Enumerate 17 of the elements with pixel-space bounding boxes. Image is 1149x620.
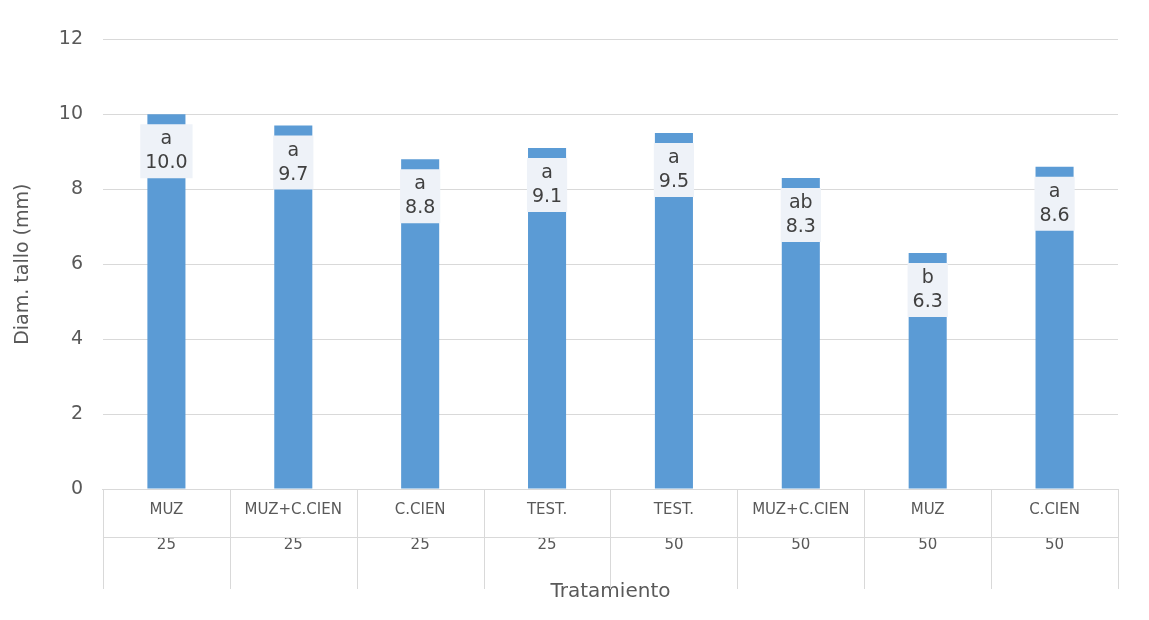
- data-label: a 9.5: [658, 145, 690, 191]
- data-label: b 6.3: [912, 264, 943, 311]
- y-tick-label: 10: [58, 101, 83, 124]
- y-tick-label: 6: [70, 251, 83, 274]
- y-tick-label: 8: [70, 176, 83, 199]
- y-tick-label: 4: [70, 326, 83, 349]
- data-label: a 9.7: [278, 137, 309, 184]
- y-tick-label: 2: [70, 401, 83, 423]
- data-label: a 10.0: [145, 126, 188, 173]
- x-axis-title: Tratamiento: [549, 578, 671, 603]
- y-tick-label: 12: [58, 26, 83, 49]
- data-label: ab 8.3: [785, 189, 816, 236]
- data-label: a 8.8: [405, 171, 436, 218]
- y-tick-label: 0: [70, 475, 83, 498]
- data-label: a 8.6: [1039, 178, 1070, 225]
- data-label: a 9.1: [531, 159, 563, 206]
- y-axis-title: Diam. tallo (mm): [10, 183, 33, 345]
